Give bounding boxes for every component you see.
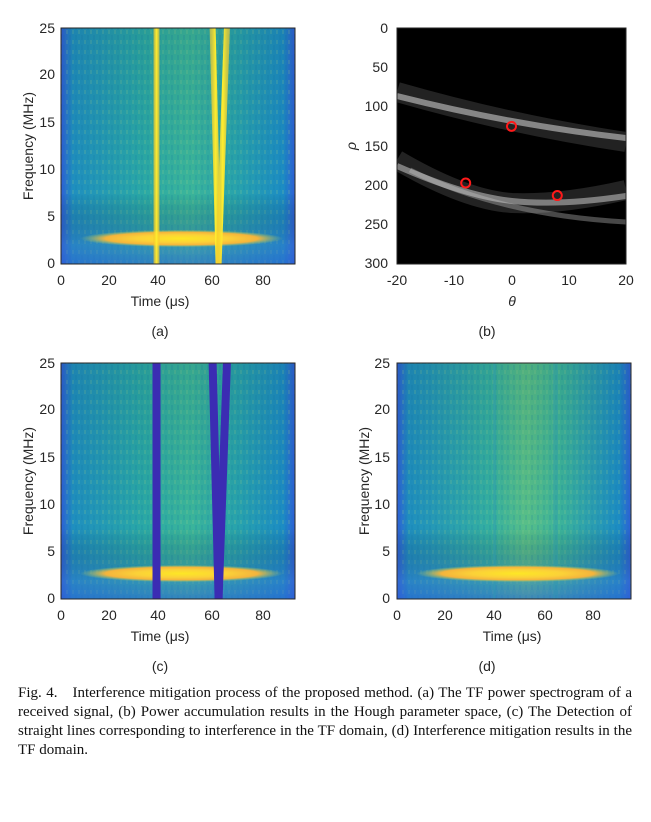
panel-c-plot-area: [61, 363, 295, 599]
panel-c-detected: [152, 363, 231, 599]
hough-peak-marker: [460, 177, 472, 189]
tick-label: 15: [374, 449, 390, 465]
tick-label: 80: [255, 607, 271, 623]
tick-label: 5: [47, 208, 55, 224]
tick-label: 25: [374, 355, 390, 371]
panel-d-sublabel: (d): [478, 658, 495, 674]
panel-c-detected-line-1: [152, 363, 161, 599]
tick-label: 15: [39, 114, 55, 130]
tick-label: 300: [365, 255, 389, 271]
tick-label: 5: [47, 543, 55, 559]
panel-b-peaks: [460, 120, 563, 202]
panel-c-yticks: 0 5 10 15 20 25: [39, 355, 55, 606]
panel-a-yticks: 0 5 10 15 20 25: [39, 20, 55, 271]
tick-label: 50: [372, 59, 388, 75]
panel-a-xlabel: Time (μs): [131, 293, 190, 309]
panel-c-sublabel: (c): [152, 658, 168, 674]
tick-label: 80: [585, 607, 601, 623]
panel-c-signal-band: [80, 564, 284, 583]
panel-c: 0 20 40 60 80 0 5 10 15 20 25 Time (μs) …: [20, 355, 296, 674]
panel-d-signal-band: [416, 564, 620, 583]
panel-a-ylabel: Frequency (MHz): [20, 92, 36, 200]
panel-a-signal-band: [80, 229, 284, 248]
panel-a: 0 20 40 60 80 0 5 10 15 20 25 Time (μs) …: [20, 20, 296, 339]
figure-4: 0 20 40 60 80 0 5 10 15 20 25 Time (μs) …: [20, 20, 634, 674]
panel-c-detected-line-3: [214, 363, 231, 599]
tick-label: 60: [537, 607, 553, 623]
hough-peak-marker: [506, 120, 517, 132]
tick-label: 10: [39, 161, 55, 177]
panel-b-ylabel: ρ: [343, 142, 359, 151]
tick-label: -20: [387, 272, 407, 288]
tick-label: 20: [374, 401, 390, 417]
panel-d-xlabel: Time (μs): [483, 628, 542, 644]
panel-a-line-3: [215, 28, 230, 264]
tick-label: 20: [101, 272, 117, 288]
tick-label: 20: [39, 401, 55, 417]
panel-b: -20 -10 0 10 20 0 50 100 150 200 250 300…: [343, 20, 634, 339]
tick-label: 20: [437, 607, 453, 623]
panel-b-plot-area: [397, 28, 626, 264]
tick-label: 40: [150, 272, 166, 288]
tick-label: 80: [255, 272, 271, 288]
panel-c-xticks: 0 20 40 60 80: [57, 607, 271, 623]
tick-label: 200: [365, 177, 389, 193]
tick-label: 60: [204, 607, 220, 623]
tick-label: 5: [382, 543, 390, 559]
tick-label: 20: [618, 272, 634, 288]
tick-label: 10: [374, 496, 390, 512]
tick-label: 150: [365, 138, 389, 154]
panel-c-xlabel: Time (μs): [131, 628, 190, 644]
tick-label: 25: [39, 20, 55, 36]
panel-d: 0 20 40 60 80 0 5 10 15 20 25 Time (μs) …: [356, 355, 632, 674]
tick-label: 250: [365, 216, 389, 232]
tick-label: 100: [365, 98, 389, 114]
tick-label: 60: [204, 272, 220, 288]
tick-label: 0: [47, 255, 55, 271]
tick-label: 0: [508, 272, 516, 288]
figure-caption: Fig. 4. Interference mitigation process …: [18, 685, 632, 758]
tick-label: 0: [47, 590, 55, 606]
panel-a-plot-area: [61, 28, 295, 264]
tick-label: 40: [486, 607, 502, 623]
tick-label: 0: [57, 272, 65, 288]
hough-peak-marker: [551, 190, 563, 202]
panel-d-xticks: 0 20 40 60 80: [393, 607, 601, 623]
panel-b-yticks: 0 50 100 150 200 250 300: [365, 20, 389, 271]
tick-label: 0: [380, 20, 388, 36]
panel-b-xticks: -20 -10 0 10 20: [387, 272, 634, 288]
panel-a-xticks: 0 20 40 60 80: [57, 272, 271, 288]
panel-b-sublabel: (b): [478, 323, 495, 339]
panel-d-plot-area: [397, 363, 631, 599]
tick-label: 0: [57, 607, 65, 623]
panel-d-yticks: 0 5 10 15 20 25: [374, 355, 390, 606]
tick-label: 20: [39, 66, 55, 82]
tick-label: 20: [101, 607, 117, 623]
tick-label: 25: [39, 355, 55, 371]
tick-label: 40: [150, 607, 166, 623]
panel-a-line-1: [153, 28, 160, 264]
panel-c-ylabel: Frequency (MHz): [20, 427, 36, 535]
tick-label: 10: [39, 496, 55, 512]
tick-label: -10: [444, 272, 464, 288]
tick-label: 0: [382, 590, 390, 606]
tick-label: 10: [561, 272, 577, 288]
panel-d-ylabel: Frequency (MHz): [356, 427, 372, 535]
tick-label: 0: [393, 607, 401, 623]
panel-a-sublabel: (a): [151, 323, 168, 339]
panel-b-xlabel: θ: [508, 293, 516, 309]
tick-label: 15: [39, 449, 55, 465]
panel-a-interference: [153, 28, 230, 264]
